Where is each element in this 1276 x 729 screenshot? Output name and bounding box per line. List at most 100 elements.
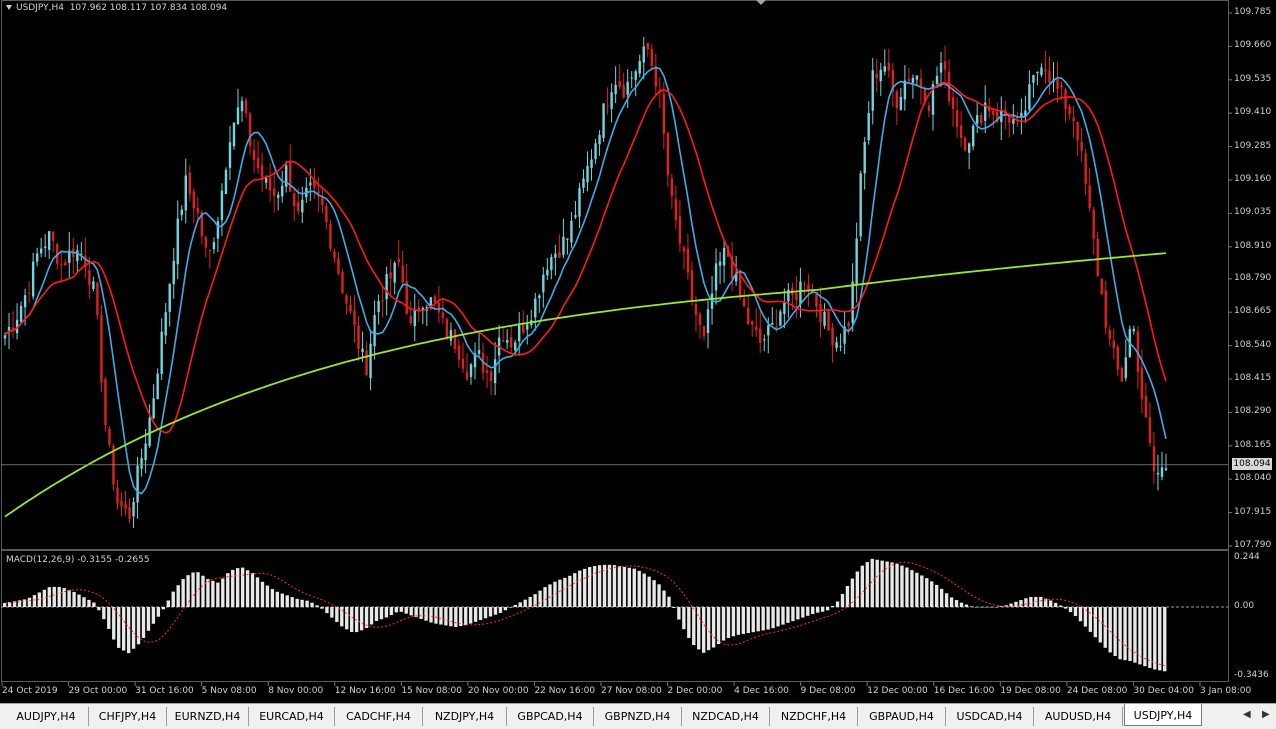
macd-histogram-bar (325, 606, 329, 614)
price-chart-area[interactable] (1, 0, 1229, 550)
candle-body (1044, 69, 1047, 72)
candle-body (670, 178, 674, 197)
candle-body (734, 274, 738, 282)
candle-body (333, 251, 336, 259)
chart-shift-marker[interactable] (756, 0, 766, 5)
candle-body (1144, 395, 1148, 418)
macd-histogram-bar (1133, 606, 1137, 663)
candle-body (690, 270, 694, 302)
time-tick-label: 3 Jan 08:00 (1200, 686, 1252, 696)
macd-histogram-bar (206, 579, 210, 607)
candle-body (445, 319, 449, 339)
macd-histogram-bar (87, 599, 91, 607)
candle-body (951, 97, 955, 109)
macd-histogram-bar (473, 606, 478, 622)
macd-histogram-bar (503, 606, 508, 611)
tab-eurnzd[interactable]: EURNZD,H4 (167, 707, 249, 726)
candle-body (819, 304, 822, 323)
chevron-down-icon[interactable] (6, 5, 12, 10)
candle-body (325, 205, 328, 223)
tab-gbpnzd[interactable]: GBPNZD,H4 (594, 707, 682, 726)
price-tick-label: 108.290 (1234, 406, 1272, 417)
candle-body (1108, 330, 1111, 339)
candle-body (164, 312, 167, 336)
candle-body (935, 75, 939, 84)
macd-histogram-bar (711, 606, 716, 648)
candle-body (714, 263, 718, 291)
candle-body (293, 193, 296, 206)
candle-body (847, 322, 850, 327)
candle-body (1136, 331, 1140, 372)
macd-histogram-bar (692, 606, 696, 645)
tab-gbpaud[interactable]: GBPAUD,H4 (858, 707, 946, 726)
candle-body (421, 308, 425, 311)
time-tick-label: 24 Oct 2019 (2, 686, 58, 696)
candle-body (256, 158, 260, 169)
macd-histogram-bar (592, 566, 597, 607)
candle-body (851, 281, 854, 323)
candle-body (1032, 75, 1035, 83)
candle-body (626, 81, 629, 95)
candle-body (751, 321, 754, 325)
tab-usdjpy[interactable]: USDJPY,H4 (1124, 704, 1202, 726)
macd-histogram-bar (345, 606, 349, 630)
macd-histogram-bar (231, 569, 235, 607)
tab-audjpy[interactable]: AUDJPY,H4 (4, 707, 89, 726)
macd-histogram-bar (141, 606, 146, 638)
macd-histogram-bar (196, 572, 200, 607)
candle-body (381, 300, 384, 302)
tab-scroll-left-icon[interactable]: ◀ (1243, 709, 1251, 720)
candle-body (200, 211, 204, 237)
candle-body (208, 249, 212, 251)
tab-gbpcad[interactable]: GBPCAD,H4 (507, 707, 594, 726)
candle-body (88, 270, 91, 286)
time-tick-label: 2 Dec 00:00 (667, 686, 723, 696)
tab-eurcad[interactable]: EURCAD,H4 (249, 707, 335, 726)
candle-body (775, 326, 778, 328)
tab-nzdchf[interactable]: NZDCHF,H4 (770, 707, 858, 726)
time-tick-label: 22 Nov 16:00 (534, 686, 596, 696)
candle-body (128, 506, 131, 519)
macd-histogram-bar (920, 575, 924, 607)
tab-cadchf[interactable]: CADCHF,H4 (335, 707, 423, 726)
macd-histogram-bar (37, 592, 42, 607)
macd-histogram-bar (667, 596, 671, 607)
candle-body (867, 112, 870, 141)
candle-body (413, 309, 416, 327)
macd-histogram-bar (454, 606, 458, 627)
chart-canvas (1, 12, 1232, 686)
macd-histogram-bar (523, 599, 527, 607)
candle-body (429, 297, 433, 306)
candle-body (285, 165, 288, 187)
macd-histogram-bar (1009, 603, 1013, 607)
tab-nzdcad[interactable]: NZDCAD,H4 (682, 707, 770, 726)
candle-body (799, 281, 802, 304)
tab-nzdjpy[interactable]: NZDJPY,H4 (423, 707, 507, 726)
candle-body (574, 215, 577, 218)
candle-body (614, 84, 617, 95)
macd-histogram-bar (394, 606, 398, 613)
macd-histogram-bar (389, 606, 394, 616)
tab-scroll-right-icon[interactable]: ▶ (1262, 709, 1270, 720)
tab-usdcad[interactable]: USDCAD,H4 (946, 707, 1034, 726)
candle-body (120, 501, 123, 507)
macd-histogram-bar (959, 602, 964, 607)
macd-histogram-bar (905, 567, 909, 607)
macd-histogram-bar (632, 568, 636, 607)
macd-histogram-bar (964, 604, 969, 607)
candle-body (610, 92, 613, 109)
candle-body (979, 114, 983, 124)
macd-histogram-bar (320, 606, 324, 609)
candle-body (297, 202, 300, 212)
macd-histogram-bar (1034, 596, 1038, 607)
macd-subwindow[interactable] (1, 550, 1229, 682)
candle-body (883, 66, 886, 72)
time-tick-label: 5 Nov 08:00 (201, 686, 257, 696)
tab-chfjpy[interactable]: CHFJPY,H4 (89, 707, 167, 726)
candle-body (64, 262, 67, 266)
macd-histogram-bar (597, 565, 602, 607)
macd-tick-label: 0.244 (1234, 552, 1260, 562)
tab-audusd[interactable]: AUDUSD,H4 (1034, 707, 1123, 726)
macd-histogram-bar (989, 606, 993, 608)
candle-body (855, 238, 858, 286)
